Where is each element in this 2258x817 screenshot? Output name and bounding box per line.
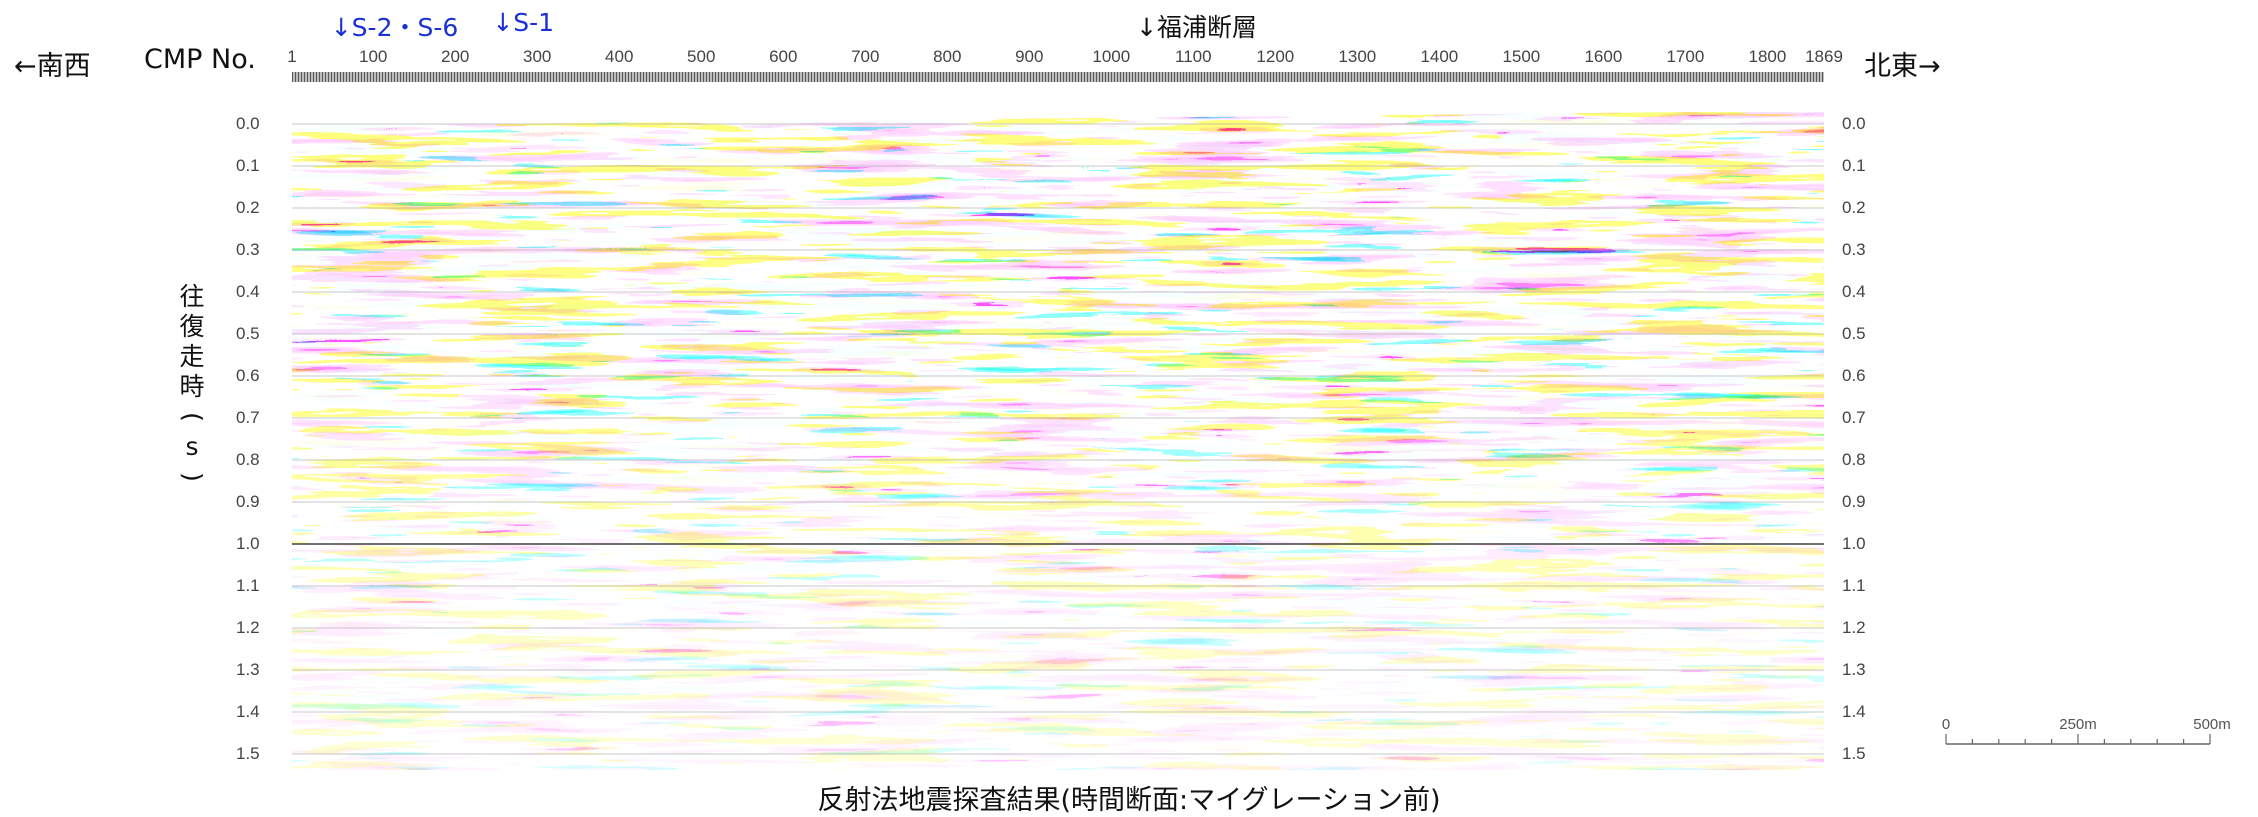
cmp-tick-1: 1	[287, 47, 297, 66]
time-tick-left-0.7: 0.7	[236, 408, 260, 427]
cmp-tick-600: 600	[769, 47, 798, 66]
cmp-tick-700: 700	[851, 47, 880, 66]
time-tick-right-0.9: 0.9	[1842, 492, 1866, 511]
scale-bar	[1945, 734, 2211, 745]
scale-label-zero: 0	[1941, 716, 1951, 733]
time-tick-left-0.3: 0.3	[236, 240, 260, 259]
time-tick-left-1.5: 1.5	[236, 744, 260, 763]
time-tick-right-1.0: 1.0	[1842, 534, 1866, 553]
cmp-tick-400: 400	[605, 47, 634, 66]
cmp-tick-1200: 1200	[1256, 47, 1295, 66]
figure-caption: 反射法地震探査結果(時間断面:マイグレーション前)	[817, 785, 1441, 816]
time-tick-left-0.8: 0.8	[236, 450, 260, 469]
cmp-tick-500: 500	[687, 47, 716, 66]
time-tick-right-1.5: 1.5	[1842, 744, 1866, 763]
cmp-tick-1800: 1800	[1748, 47, 1787, 66]
cmp-tick-200: 200	[441, 47, 470, 66]
time-tick-right-1.3: 1.3	[1842, 660, 1866, 679]
time-tick-right-0.6: 0.6	[1842, 366, 1866, 385]
time-tick-left-0.0: 0.0	[236, 114, 260, 133]
cmp-tick-1500: 1500	[1502, 47, 1541, 66]
time-tick-right-0.0: 0.0	[1842, 114, 1866, 133]
marker-1: ↓S-1	[492, 8, 555, 37]
time-tick-right-0.1: 0.1	[1842, 156, 1866, 175]
scale-label-250m: 250m	[2059, 716, 2097, 733]
time-tick-right-0.2: 0.2	[1842, 198, 1866, 217]
time-tick-right-1.1: 1.1	[1842, 576, 1866, 595]
time-tick-left-1.3: 1.3	[236, 660, 260, 679]
scale-label-500m: 500m	[2193, 716, 2231, 733]
time-tick-left-1.1: 1.1	[236, 576, 260, 595]
marker-0: ↓S-2・S-6	[330, 13, 459, 42]
time-tick-right-0.7: 0.7	[1842, 408, 1866, 427]
cmp-axis-label: CMP No.	[144, 44, 256, 75]
time-tick-left-0.1: 0.1	[236, 156, 260, 175]
time-tick-left-0.6: 0.6	[236, 366, 260, 385]
cmp-tick-1700: 1700	[1666, 47, 1705, 66]
time-tick-right-0.3: 0.3	[1842, 240, 1866, 259]
cmp-tick-1100: 1100	[1175, 47, 1212, 66]
time-tick-right-0.4: 0.4	[1842, 282, 1866, 301]
northeast-direction-label: 北東→	[1864, 51, 1941, 82]
cmp-tick-1400: 1400	[1420, 47, 1459, 66]
time-tick-left-0.9: 0.9	[236, 492, 260, 511]
cmp-tick-800: 800	[933, 47, 962, 66]
time-tick-left-0.4: 0.4	[236, 282, 260, 301]
marker-2: ↓福浦断層	[1136, 13, 1258, 42]
cmp-tick-900: 900	[1015, 47, 1044, 66]
time-tick-right-0.5: 0.5	[1842, 324, 1866, 343]
cmp-tick-1869: 1869	[1805, 47, 1843, 66]
cmp-ruler	[292, 72, 1824, 82]
time-tick-left-1.4: 1.4	[236, 702, 260, 721]
time-tick-left-1.2: 1.2	[236, 618, 260, 637]
cmp-tick-1300: 1300	[1338, 47, 1377, 66]
time-tick-left-1.0: 1.0	[236, 534, 260, 553]
cmp-tick-300: 300	[523, 47, 552, 66]
cmp-tick-100: 100	[359, 47, 388, 66]
time-tick-left-0.5: 0.5	[236, 324, 260, 343]
seismic-section-image	[292, 110, 1824, 770]
time-tick-right-1.4: 1.4	[1842, 702, 1866, 721]
time-tick-left-0.2: 0.2	[236, 198, 260, 217]
two-way-time-axis-label: 往復走時(s)	[178, 282, 207, 482]
time-tick-right-1.2: 1.2	[1842, 618, 1866, 637]
cmp-tick-1000: 1000	[1092, 47, 1131, 66]
southwest-direction-label: ←南西	[14, 51, 91, 82]
cmp-tick-1600: 1600	[1584, 47, 1623, 66]
time-tick-right-0.8: 0.8	[1842, 450, 1866, 469]
